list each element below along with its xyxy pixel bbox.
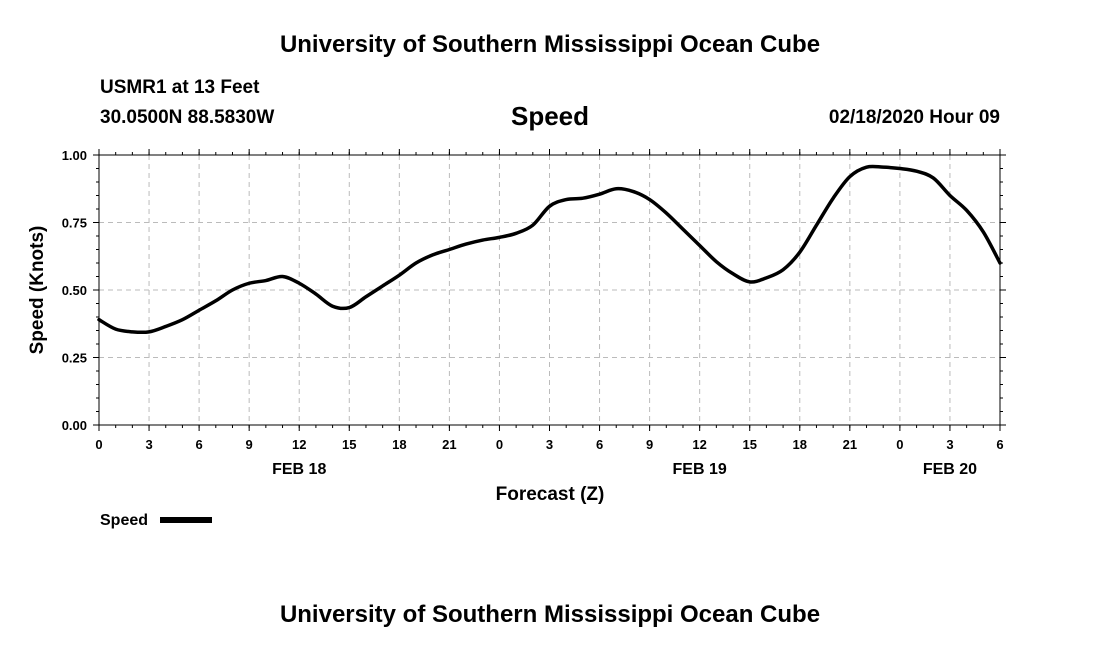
x-tick-label: 6	[596, 437, 603, 452]
x-tick-label: 15	[742, 437, 756, 452]
grid	[99, 155, 1000, 425]
axis-labels: 0.00 0.25 0.50 0.75 1.00 0 3 6 9 12 15 18 21 0 3 6 9 12 15…	[62, 148, 1004, 478]
x-tick-label: 18	[793, 437, 807, 452]
x-tick-label: 0	[896, 437, 903, 452]
legend-label: Speed	[100, 512, 148, 529]
y-axis-label: Speed (Knots)	[27, 226, 48, 355]
y-tick-label: 0.25	[62, 351, 87, 366]
date-label: FEB 20	[923, 461, 977, 478]
legend: Speed	[100, 512, 212, 529]
axis-ticks	[93, 149, 1006, 431]
x-tick-label: 21	[843, 437, 857, 452]
x-tick-label: 18	[392, 437, 406, 452]
series-line-speed	[97, 164, 1002, 335]
y-tick-label: 0.00	[62, 418, 87, 433]
series	[97, 164, 1002, 335]
x-tick-label: 6	[195, 437, 202, 452]
x-tick-label: 9	[246, 437, 253, 452]
y-tick-label: 0.50	[62, 283, 87, 298]
variable-title: Speed	[510, 101, 590, 131]
date-label: FEB 18	[272, 461, 326, 478]
y-tick-label: 0.75	[62, 216, 87, 231]
datetime-label: 02/18/2020 Hour 09	[828, 107, 1000, 128]
chart-title: University of Southern Mississippi Ocean…	[279, 31, 821, 58]
y-tick-label: 1.00	[62, 148, 87, 163]
x-tick-label: 21	[442, 437, 456, 452]
x-tick-label: 0	[496, 437, 503, 452]
x-tick-label: 15	[342, 437, 356, 452]
x-tick-label: 0	[95, 437, 102, 452]
date-label: FEB 19	[673, 461, 727, 478]
x-tick-label: 3	[546, 437, 553, 452]
x-tick-label: 3	[946, 437, 953, 452]
x-tick-label: 9	[646, 437, 653, 452]
x-tick-label: 6	[996, 437, 1003, 452]
x-axis-label: Forecast (Z)	[496, 484, 605, 505]
x-tick-label: 12	[692, 437, 706, 452]
station-label: USMR1 at 13 Feet	[100, 77, 260, 98]
coordinates-label: 30.0500N 88.5830W	[100, 107, 275, 128]
x-tick-label: 3	[145, 437, 152, 452]
footer-title: University of Southern Mississippi Ocean…	[279, 601, 821, 628]
x-tick-label: 12	[292, 437, 306, 452]
